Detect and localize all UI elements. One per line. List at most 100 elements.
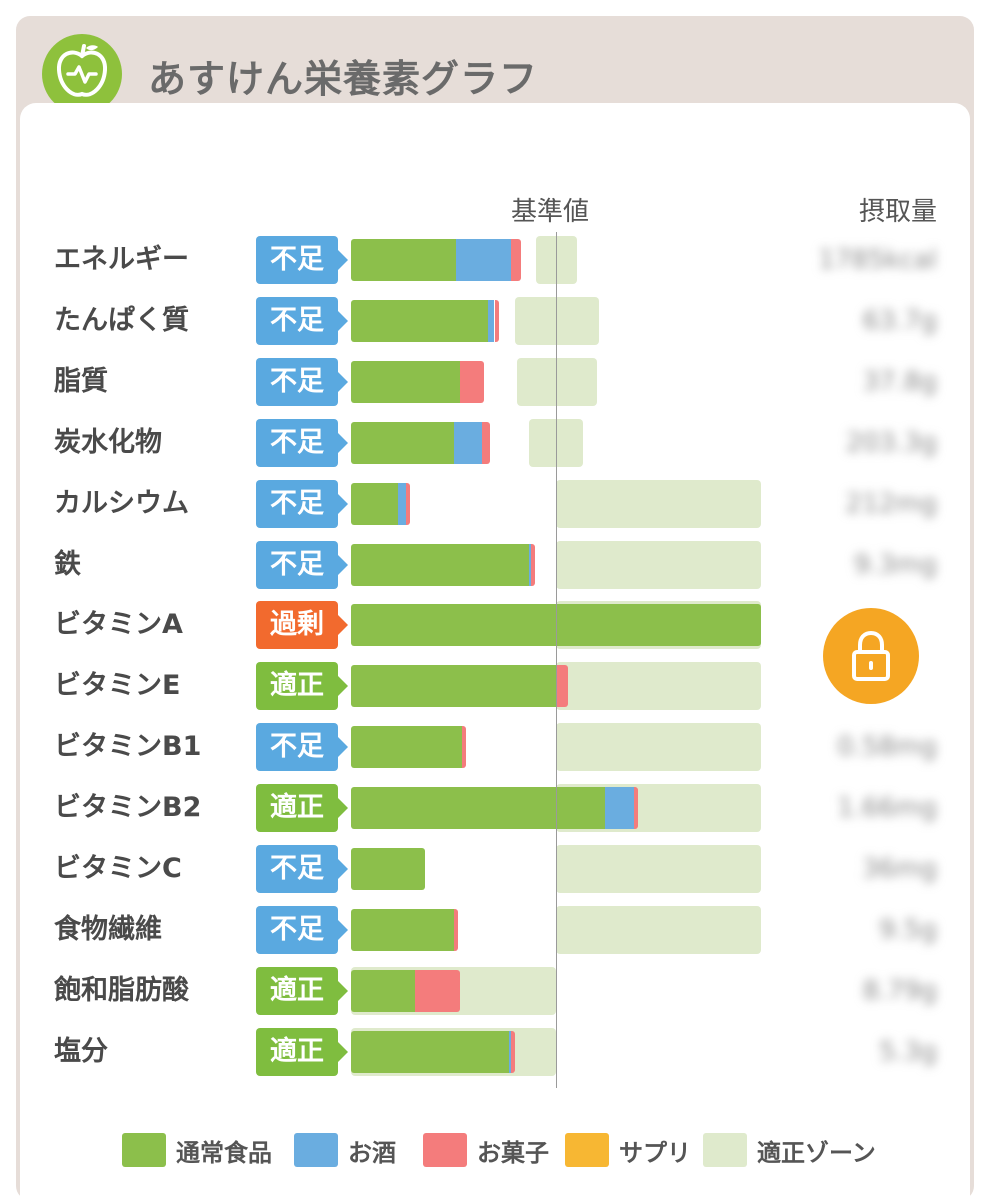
bar-food bbox=[351, 909, 454, 951]
status-badge: 適正 bbox=[256, 784, 348, 832]
nutrient-label: たんぱく質 bbox=[54, 305, 189, 336]
status-badge: 不足 bbox=[256, 358, 348, 406]
intake-value: 8.79g bbox=[862, 976, 937, 1006]
status-badge: 適正 bbox=[256, 967, 348, 1015]
status-badge: 不足 bbox=[256, 419, 348, 467]
legend-item-snack: お菓子 bbox=[423, 1132, 549, 1168]
optimal-zone bbox=[517, 358, 597, 406]
bar-food bbox=[351, 483, 399, 525]
bar-snack bbox=[453, 909, 458, 951]
intake-value: 36mg bbox=[862, 854, 937, 884]
bar-snack bbox=[531, 544, 536, 586]
bar-food bbox=[351, 848, 425, 890]
bar-food bbox=[351, 726, 462, 768]
status-badge: 不足 bbox=[256, 297, 348, 345]
status-badge: 不足 bbox=[256, 236, 348, 284]
legend-label: 適正ゾーン bbox=[757, 1138, 876, 1167]
optimal-zone bbox=[556, 662, 761, 710]
bar-alcohol bbox=[529, 544, 532, 586]
legend-item-alcohol: お酒 bbox=[294, 1132, 396, 1168]
nutrient-label: 食物繊維 bbox=[54, 914, 162, 945]
optimal-zone bbox=[556, 541, 761, 589]
nutrient-label: 鉄 bbox=[54, 549, 81, 580]
legend-item-food: 通常食品 bbox=[122, 1132, 272, 1168]
intake-value: 212mg bbox=[845, 489, 937, 519]
bar-snack bbox=[510, 239, 522, 281]
nutrient-label: 塩分 bbox=[54, 1036, 108, 1067]
status-badge: 適正 bbox=[256, 662, 348, 710]
status-badge: 過剰 bbox=[256, 601, 348, 649]
bar-food bbox=[351, 300, 489, 342]
intake-value: 5.3g bbox=[879, 1037, 937, 1067]
status-badge: 不足 bbox=[256, 480, 348, 528]
bar-alcohol bbox=[453, 422, 483, 464]
bar-food bbox=[351, 970, 415, 1012]
bar-snack bbox=[461, 726, 466, 768]
bar-food bbox=[351, 544, 530, 586]
intake-value: 203.3g bbox=[846, 428, 937, 458]
legend-swatch bbox=[565, 1133, 609, 1167]
bar-alcohol bbox=[605, 787, 634, 829]
nutrient-label: ビタミンA bbox=[54, 609, 183, 640]
intake-column-header: 摂取量 bbox=[858, 197, 937, 227]
legend-item-zone: 適正ゾーン bbox=[703, 1132, 876, 1168]
optimal-zone bbox=[556, 480, 761, 528]
bar-snack bbox=[556, 665, 569, 707]
bar-snack bbox=[633, 787, 638, 829]
legend-item-supplement: サプリ bbox=[565, 1132, 691, 1168]
bar-food bbox=[351, 239, 456, 281]
bar-food bbox=[351, 422, 454, 464]
optimal-zone bbox=[529, 419, 583, 467]
nutrient-label: エネルギー bbox=[54, 244, 189, 275]
optimal-zone bbox=[556, 723, 761, 771]
bar-snack bbox=[406, 483, 411, 525]
apple-logo-icon bbox=[42, 34, 122, 114]
nutrient-label: ビタミンB1 bbox=[54, 731, 202, 762]
bar-snack bbox=[482, 422, 491, 464]
bar-food bbox=[351, 665, 556, 707]
bar-food bbox=[351, 1031, 509, 1073]
legend-swatch bbox=[122, 1133, 166, 1167]
legend-swatch bbox=[423, 1133, 467, 1167]
bar-snack bbox=[494, 300, 499, 342]
legend-swatch bbox=[294, 1133, 338, 1167]
bar-alcohol bbox=[455, 239, 511, 281]
nutrient-label: ビタミンB2 bbox=[54, 792, 202, 823]
legend-label: サプリ bbox=[619, 1138, 691, 1167]
bar-food bbox=[351, 787, 606, 829]
bar-alcohol bbox=[508, 1031, 511, 1073]
nutrient-label: 脂質 bbox=[54, 366, 108, 397]
nutrient-label: カルシウム bbox=[54, 488, 189, 519]
status-badge: 適正 bbox=[256, 1028, 348, 1076]
legend-label: 通常食品 bbox=[176, 1138, 272, 1167]
status-badge: 不足 bbox=[256, 723, 348, 771]
intake-value: 9.5g bbox=[879, 915, 937, 945]
nutrient-label: 飽和脂肪酸 bbox=[54, 975, 189, 1006]
status-badge: 不足 bbox=[256, 906, 348, 954]
intake-value: 0.58mg bbox=[837, 732, 937, 762]
legend-label: お酒 bbox=[348, 1138, 396, 1167]
intake-value: 63.7g bbox=[862, 306, 937, 336]
lock-icon bbox=[852, 630, 890, 681]
lock-button[interactable] bbox=[823, 608, 919, 704]
bar-alcohol bbox=[488, 300, 495, 342]
nutrient-label: ビタミンC bbox=[54, 853, 182, 884]
intake-value: 9.3mg bbox=[853, 550, 937, 580]
bar-alcohol bbox=[398, 483, 407, 525]
page-title: あすけん栄養素グラフ bbox=[148, 57, 539, 101]
nutrient-label: 炭水化物 bbox=[54, 427, 162, 458]
status-badge: 不足 bbox=[256, 541, 348, 589]
reference-line bbox=[556, 232, 557, 1088]
nutrient-chart-card bbox=[20, 103, 970, 1200]
intake-value: 1785kcal bbox=[818, 245, 937, 275]
optimal-zone bbox=[556, 906, 761, 954]
bar-food bbox=[351, 361, 460, 403]
nutrient-label: ビタミンE bbox=[54, 670, 181, 701]
reference-column-header: 基準値 bbox=[511, 197, 590, 227]
bar-snack bbox=[414, 970, 460, 1012]
legend-swatch bbox=[703, 1133, 747, 1167]
optimal-zone bbox=[556, 845, 761, 893]
status-badge: 不足 bbox=[256, 845, 348, 893]
intake-value: 37.8g bbox=[862, 367, 937, 397]
bar-snack bbox=[510, 1031, 515, 1073]
